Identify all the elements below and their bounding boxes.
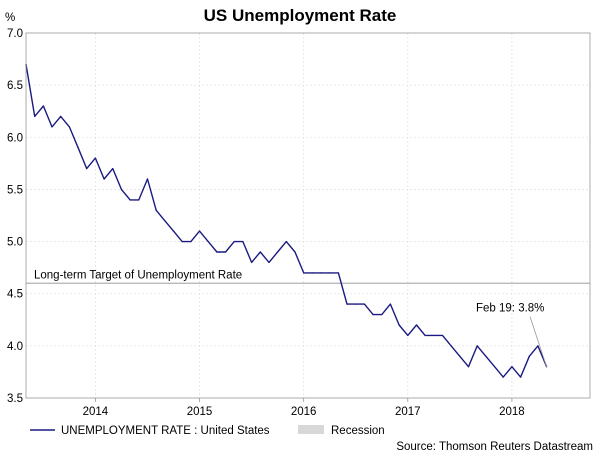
data-point bbox=[372, 313, 374, 316]
data-point bbox=[242, 240, 244, 243]
data-point bbox=[346, 303, 348, 305]
data-point bbox=[407, 334, 409, 337]
data-point bbox=[34, 115, 36, 118]
data-point bbox=[42, 105, 44, 107]
y-tick-label: 5.0 bbox=[7, 237, 23, 249]
data-point bbox=[285, 240, 287, 243]
series-line-unemployment bbox=[25, 64, 548, 378]
data-point bbox=[224, 251, 227, 253]
data-point bbox=[120, 188, 123, 191]
grid bbox=[26, 32, 590, 399]
annotation-leader-line bbox=[529, 316, 547, 367]
data-point bbox=[51, 126, 53, 128]
x-axis: 2014 2015 2016 2017 2018 bbox=[83, 398, 525, 418]
y-tick-label: 6.0 bbox=[7, 132, 23, 144]
data-point bbox=[320, 272, 322, 274]
data-point bbox=[251, 261, 253, 264]
data-point bbox=[459, 355, 461, 357]
data-point bbox=[441, 334, 444, 337]
data-point bbox=[164, 220, 166, 222]
series-points bbox=[25, 63, 548, 378]
target-reference-label: Long-term Target of Unemployment Rate bbox=[34, 269, 242, 281]
y-axis-unit-label: % bbox=[5, 12, 15, 24]
data-point bbox=[207, 240, 209, 243]
data-point bbox=[277, 251, 279, 253]
legend: UNEMPLOYMENT RATE : United States Recess… bbox=[30, 425, 385, 437]
x-tick-label: 2016 bbox=[291, 406, 317, 418]
data-point bbox=[268, 261, 270, 264]
data-point bbox=[502, 376, 504, 378]
data-point bbox=[155, 209, 157, 211]
data-point bbox=[329, 272, 331, 274]
data-point bbox=[476, 345, 478, 347]
data-point bbox=[519, 376, 522, 378]
x-tick-label: 2017 bbox=[395, 406, 421, 418]
data-point bbox=[363, 303, 365, 305]
y-axis: 3.5 4.0 4.5 5.0 5.5 6.0 6.5 7.0 bbox=[7, 28, 23, 405]
data-point bbox=[77, 147, 79, 149]
data-point bbox=[190, 240, 192, 243]
data-point bbox=[112, 167, 114, 170]
data-point bbox=[467, 366, 470, 368]
data-point bbox=[103, 178, 105, 180]
data-point bbox=[485, 355, 487, 357]
y-tick-label: 6.5 bbox=[7, 80, 23, 92]
data-point bbox=[450, 345, 452, 347]
data-point bbox=[294, 251, 296, 253]
legend-label-unemployment: UNEMPLOYMENT RATE : United States bbox=[61, 425, 270, 437]
legend-label-recession: Recession bbox=[331, 425, 385, 437]
x-tick-label: 2015 bbox=[187, 406, 213, 418]
source-note: Source: Thomson Reuters Datastream bbox=[396, 441, 593, 453]
data-point bbox=[138, 199, 140, 201]
data-point bbox=[398, 324, 400, 326]
data-point bbox=[415, 324, 418, 326]
data-point bbox=[511, 366, 513, 368]
y-tick-label: 3.5 bbox=[7, 393, 23, 405]
data-point bbox=[493, 366, 496, 368]
data-point bbox=[303, 272, 305, 274]
y-tick-label: 5.5 bbox=[7, 184, 23, 196]
data-point bbox=[86, 167, 88, 170]
data-point bbox=[129, 199, 131, 201]
data-point bbox=[433, 334, 435, 337]
data-point bbox=[355, 303, 357, 305]
plot-frame bbox=[25, 32, 591, 399]
data-point bbox=[528, 355, 530, 357]
data-point bbox=[424, 334, 426, 337]
data-point bbox=[381, 313, 383, 316]
x-tick-label: 2018 bbox=[499, 406, 525, 418]
data-point bbox=[60, 115, 62, 118]
data-point bbox=[181, 240, 183, 243]
data-point bbox=[389, 303, 392, 305]
legend-recession-swatch bbox=[298, 425, 324, 434]
y-tick-label: 4.5 bbox=[7, 289, 23, 301]
data-point bbox=[311, 272, 313, 274]
x-tick-label: 2014 bbox=[83, 406, 109, 418]
chart-title: US Unemployment Rate bbox=[204, 6, 397, 25]
data-point bbox=[146, 178, 149, 180]
data-point bbox=[172, 230, 175, 232]
data-point bbox=[94, 157, 97, 159]
y-tick-label: 7.0 bbox=[7, 28, 23, 40]
y-tick-label: 4.0 bbox=[7, 341, 23, 353]
data-point bbox=[537, 345, 539, 347]
data-point bbox=[198, 230, 201, 232]
data-point bbox=[68, 126, 70, 128]
annotation-label: Feb 19: 3.8% bbox=[476, 302, 544, 314]
data-point bbox=[233, 240, 235, 243]
data-point bbox=[216, 251, 218, 253]
data-point bbox=[337, 272, 339, 274]
data-point bbox=[259, 251, 261, 253]
